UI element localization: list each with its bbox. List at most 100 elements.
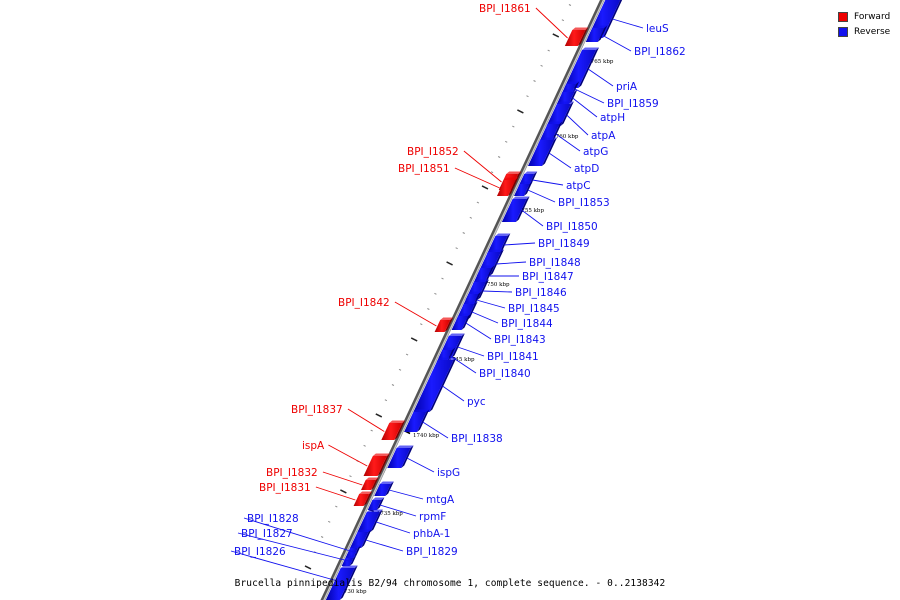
backbone-line — [320, 0, 605, 600]
minor-tick — [398, 368, 402, 371]
gene-leader-line — [496, 261, 527, 265]
gene-atph — [556, 89, 578, 104]
gene-leader-line — [394, 301, 437, 327]
gene-label: BPI_I1832 — [266, 467, 318, 479]
minor-tick — [497, 156, 501, 158]
gene-bpi-i1837 — [381, 420, 406, 440]
minor-tick — [512, 125, 515, 128]
gene-leader-line — [521, 210, 544, 227]
minor-tick — [490, 171, 494, 174]
minor-tick — [391, 384, 395, 386]
minor-tick — [304, 565, 312, 570]
gene-label: BPI_I1842 — [338, 297, 390, 309]
minor-tick — [446, 261, 453, 266]
gene-leader-line — [504, 242, 536, 246]
gene-label: BPI_I1828 — [247, 513, 299, 525]
gene-leader-line — [601, 34, 632, 52]
gene-leader-line — [574, 88, 605, 104]
gene-label: rpmF — [419, 511, 446, 523]
gene-pria — [564, 47, 599, 88]
gene-label: BPI_I1827 — [241, 528, 293, 540]
gene-label: BPI_I1838 — [451, 433, 503, 445]
sequence-caption: Brucella pinnipedialis B2/94 chromosome … — [234, 578, 666, 589]
gene-leader-line — [379, 504, 417, 517]
gene-leader-line — [243, 517, 357, 554]
minor-tick — [504, 140, 508, 143]
gene-leader-line — [328, 444, 368, 467]
minor-tick — [363, 444, 366, 447]
legend-label-reverse: Reverse — [854, 26, 891, 37]
gene-leader-line — [422, 421, 449, 439]
gene-label: atpD — [574, 163, 599, 175]
gene-atpa — [546, 101, 574, 126]
gene-bpi-i1842 — [434, 317, 454, 332]
gene-bpi-i1853 — [513, 181, 533, 196]
gene-leader-line — [471, 311, 499, 324]
scale-tick-label: 1740 kbp — [413, 433, 440, 439]
gene-label: ispA — [302, 440, 325, 452]
gene-ispa — [363, 453, 390, 476]
gene-bpi-i1861 — [564, 27, 589, 46]
gene-label: BPI_I1845 — [508, 303, 560, 315]
minor-tick — [405, 353, 409, 356]
gene-bpi-i1862 — [585, 25, 608, 42]
gene-leader-line — [375, 521, 411, 534]
gene-label: BPI_I1861 — [479, 3, 531, 15]
gene-label: atpA — [591, 130, 616, 142]
minor-tick — [481, 185, 489, 190]
gene-label: atpC — [566, 180, 591, 192]
minor-tick — [568, 4, 572, 6]
gene-leader-line — [612, 18, 644, 29]
gene-label: BPI_I1826 — [234, 546, 286, 558]
gene-label: BPI_I1843 — [494, 334, 546, 346]
gene-label: BPI_I1852 — [407, 146, 459, 158]
gene-bpi-i1850 — [501, 196, 530, 222]
gene-leader-line — [230, 550, 349, 585]
gene-leader-line — [322, 471, 363, 486]
gene-label: priA — [616, 81, 638, 93]
minor-tick — [526, 95, 529, 98]
gene-label: BPI_I1846 — [515, 287, 567, 299]
gene-label: leuS — [646, 23, 669, 35]
minor-tick — [547, 49, 550, 52]
gene-leader-line — [548, 152, 572, 169]
gene-bpi-i1843 — [451, 313, 472, 330]
gene-leader-line — [450, 355, 477, 374]
gene-bpi-i1832 — [361, 477, 379, 490]
minor-tick — [375, 413, 383, 418]
gene-phba-1 — [357, 509, 383, 532]
gene-label: BPI_I1840 — [479, 368, 531, 380]
gene-label: pyc — [467, 396, 486, 408]
minor-tick — [469, 216, 473, 219]
gene-label: BPI_I1851 — [398, 163, 450, 175]
gene-label: phbA-1 — [413, 528, 450, 540]
gene-leader-line — [347, 408, 385, 432]
gene-label: BPI_I1850 — [546, 221, 598, 233]
gene-leader-line — [532, 179, 564, 186]
gene-label: BPI_I1831 — [259, 482, 311, 494]
minor-tick — [476, 201, 480, 204]
minor-tick — [320, 536, 324, 538]
gene-label: BPI_I1829 — [406, 546, 458, 558]
gene-bpi-i1829 — [350, 529, 372, 548]
minor-tick — [340, 489, 347, 494]
gene-label: ispG — [437, 467, 460, 479]
scale-tick-label: 1735 kbp — [377, 511, 404, 517]
gene-leader-line — [566, 114, 589, 136]
minor-tick — [427, 308, 430, 310]
gene-leader-line — [315, 486, 356, 501]
scale-tick-label: 1760 kbp — [552, 134, 579, 140]
scale-tick-label: 1755 kbp — [518, 208, 545, 214]
gene-leader-line — [406, 457, 435, 473]
gene-label: atpH — [600, 112, 625, 124]
minor-tick — [540, 64, 543, 67]
gene-leader-line — [465, 322, 492, 340]
legend: Forward Reverse — [838, 9, 890, 39]
minor-tick — [420, 323, 423, 326]
minor-tick — [455, 247, 458, 250]
gene-label: BPI_I1847 — [522, 271, 574, 283]
gene-label: BPI_I1841 — [487, 351, 539, 363]
gene-label: atpG — [583, 146, 608, 158]
scale-tick-label: 1730 kbp — [340, 589, 367, 595]
